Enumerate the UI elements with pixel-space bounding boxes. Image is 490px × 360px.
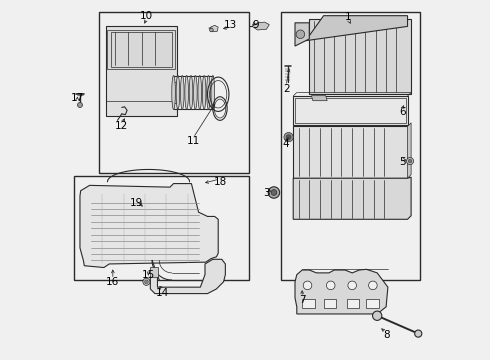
Text: 12: 12 xyxy=(115,121,128,131)
Circle shape xyxy=(372,311,382,320)
Bar xyxy=(295,98,406,123)
Ellipse shape xyxy=(211,76,215,109)
Text: 11: 11 xyxy=(187,136,200,146)
Polygon shape xyxy=(80,184,218,267)
Text: 5: 5 xyxy=(399,157,406,167)
Bar xyxy=(107,30,175,69)
Bar xyxy=(347,299,359,308)
Circle shape xyxy=(268,187,280,198)
Circle shape xyxy=(368,281,377,290)
Polygon shape xyxy=(293,177,411,219)
Polygon shape xyxy=(211,25,218,32)
Circle shape xyxy=(408,159,412,163)
Polygon shape xyxy=(295,23,309,46)
Polygon shape xyxy=(312,96,327,101)
Circle shape xyxy=(143,278,150,285)
Ellipse shape xyxy=(189,76,193,109)
Circle shape xyxy=(296,30,305,39)
Text: 17: 17 xyxy=(71,93,84,103)
Circle shape xyxy=(286,135,291,140)
Ellipse shape xyxy=(180,76,184,109)
Bar xyxy=(150,267,158,277)
Polygon shape xyxy=(252,22,270,30)
Bar xyxy=(172,82,178,103)
Bar xyxy=(367,299,379,308)
Text: 1: 1 xyxy=(345,13,352,22)
Polygon shape xyxy=(106,26,177,116)
Circle shape xyxy=(284,132,293,142)
Text: 15: 15 xyxy=(142,270,155,280)
Bar xyxy=(293,96,408,125)
Bar xyxy=(98,12,248,173)
Text: 6: 6 xyxy=(399,107,406,117)
Ellipse shape xyxy=(172,76,175,109)
Circle shape xyxy=(407,157,414,165)
Ellipse shape xyxy=(207,76,210,109)
Ellipse shape xyxy=(198,76,201,109)
Bar xyxy=(302,299,315,308)
Polygon shape xyxy=(150,259,225,294)
Circle shape xyxy=(415,330,422,337)
Polygon shape xyxy=(408,123,411,178)
Circle shape xyxy=(303,281,312,290)
Bar xyxy=(323,299,336,308)
Ellipse shape xyxy=(176,76,180,109)
Text: 16: 16 xyxy=(106,277,120,287)
Text: 2: 2 xyxy=(283,84,290,94)
Circle shape xyxy=(145,280,148,284)
Bar xyxy=(74,176,248,280)
Text: 13: 13 xyxy=(224,19,237,30)
Text: 9: 9 xyxy=(252,19,259,30)
Text: 19: 19 xyxy=(129,198,143,208)
Text: 7: 7 xyxy=(299,295,305,305)
Circle shape xyxy=(77,103,82,108)
Ellipse shape xyxy=(194,76,197,109)
Circle shape xyxy=(271,190,277,195)
Text: 3: 3 xyxy=(263,188,270,198)
Text: 14: 14 xyxy=(156,288,170,297)
Polygon shape xyxy=(295,269,388,314)
Bar xyxy=(293,126,408,178)
Ellipse shape xyxy=(185,76,189,109)
Bar xyxy=(281,12,420,280)
Text: 4: 4 xyxy=(283,139,290,149)
Bar xyxy=(309,19,411,94)
Ellipse shape xyxy=(202,76,206,109)
Circle shape xyxy=(210,28,213,32)
Circle shape xyxy=(326,281,335,290)
Bar xyxy=(111,32,172,67)
Polygon shape xyxy=(306,16,408,41)
Text: 8: 8 xyxy=(383,330,390,341)
Text: 10: 10 xyxy=(140,11,153,21)
Circle shape xyxy=(348,281,356,290)
Text: 18: 18 xyxy=(213,177,226,187)
